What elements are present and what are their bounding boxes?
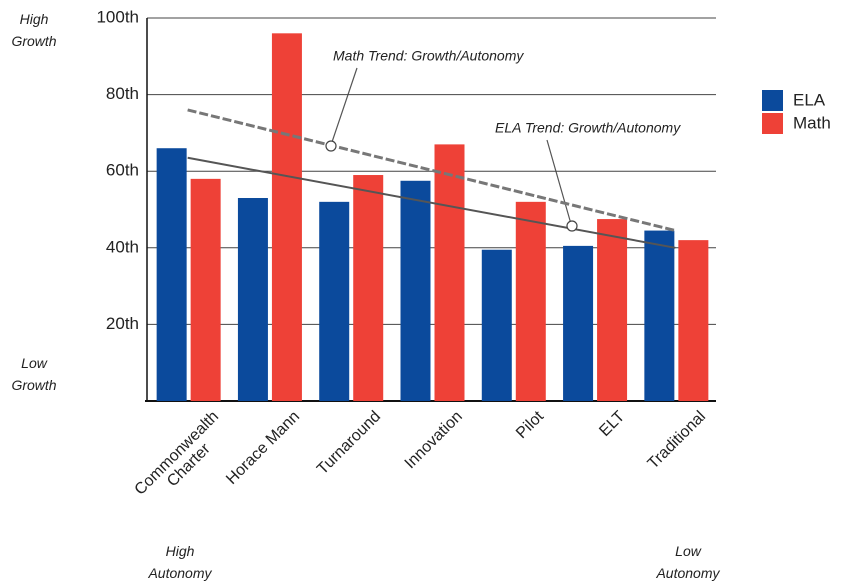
bar [353, 175, 384, 401]
y-tick-label: 40th [106, 237, 139, 256]
y-tick-label: 100th [96, 7, 139, 26]
bar [237, 198, 268, 401]
y-tick-label: 60th [106, 161, 139, 180]
y-tick-label: 20th [106, 314, 139, 333]
bar [515, 201, 546, 401]
x-annotation: High Autonomy [148, 543, 212, 581]
bar [481, 249, 512, 401]
bar [563, 245, 594, 401]
legend-swatch [762, 113, 783, 134]
legend-label: ELA [793, 90, 826, 109]
leader-dot [325, 140, 337, 152]
bar [644, 230, 675, 401]
bar [678, 240, 709, 401]
legend-swatch [762, 90, 783, 111]
bar [190, 178, 221, 401]
y-annotation: High Growth [11, 11, 57, 49]
x-annotation: Low Autonomy [656, 543, 720, 581]
trend-label: ELA Trend: Growth/Autonomy [495, 120, 681, 136]
bar [156, 148, 187, 401]
y-annotation: Low Growth [11, 355, 57, 393]
leader-line [546, 139, 572, 225]
bar [597, 219, 628, 401]
legend-label: Math [793, 113, 831, 132]
bar [271, 33, 302, 401]
y-tick-label: 80th [106, 84, 139, 103]
bar [400, 180, 431, 401]
trend-line [187, 156, 676, 249]
leader-line [330, 67, 358, 146]
bar [434, 144, 465, 401]
bar [319, 201, 350, 401]
leader-dot [566, 220, 578, 232]
trend-label: Math Trend: Growth/Autonomy [333, 48, 524, 64]
